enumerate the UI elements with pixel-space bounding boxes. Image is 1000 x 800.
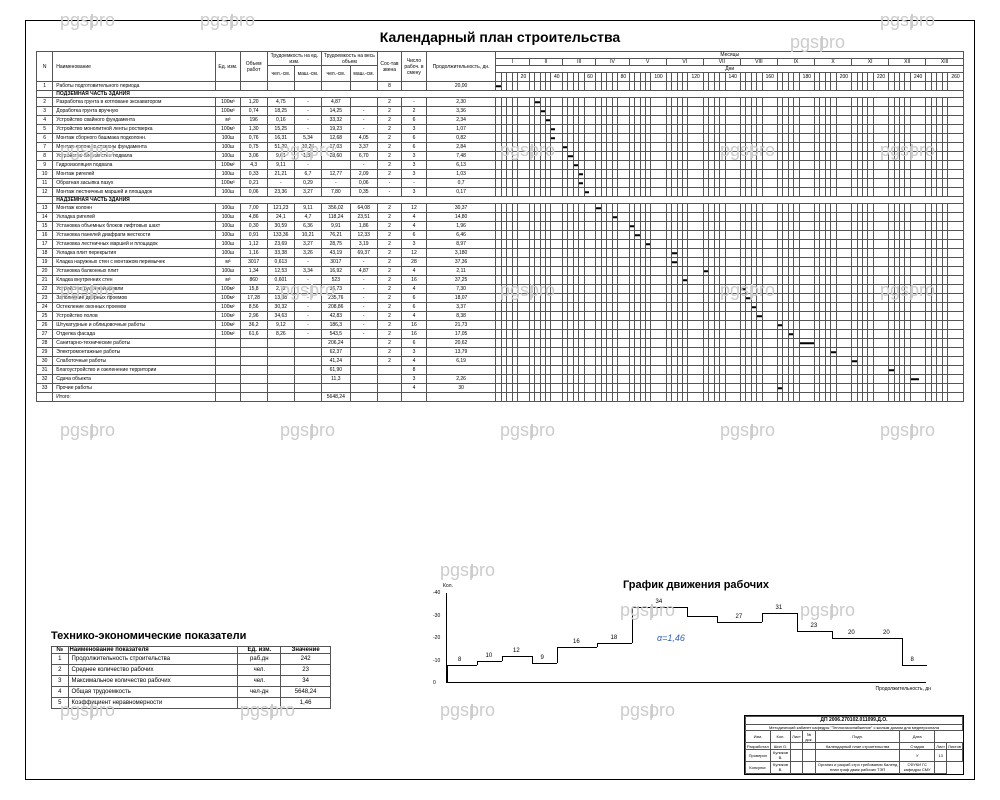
schedule-row: 3Доработка грунта вручную100м³0,7418,25-… [37, 107, 964, 116]
schedule-row: 24Остекление оконных проемов100м²8,5630,… [37, 303, 964, 312]
schedule-row: 5Устройство монолитной ленты ростверка10… [37, 125, 964, 134]
schedule-row: 16Установка панелей диафрагм жесткости10… [37, 231, 964, 240]
yaxis-label: Кол. [443, 583, 453, 589]
schedule-row: 22Устройство рулонной кровли100м²15,82,7… [37, 285, 964, 294]
schedule-table: NНаименованиеЕд. изм.Объем работТрудоемк… [36, 51, 964, 402]
alpha-label: α=1,46 [657, 633, 685, 643]
schedule-row: 30Слаботочные работы41,24246,19 [37, 357, 964, 366]
schedule-row: 17Установка лестничных маршей и площадок… [37, 240, 964, 249]
schedule-row: 26Штукатурные и облицовочные работы100м²… [37, 321, 964, 330]
indicators-table: №Наименование показателяЕд. изм.Значение… [51, 646, 331, 709]
schedule-row: 12Монтаж лестничных маршей и площадок100… [37, 188, 964, 197]
schedule-row: 29Электромонтажные работы62,372313,79 [37, 348, 964, 357]
schedule-row: 13Монтаж колонн100ш7,00121,239,11356,026… [37, 204, 964, 213]
schedule-row: 27Отделка фасада100м²61,68,26-543,5-2161… [37, 330, 964, 339]
schedule-row: 23Заполнение дверных проемов100м²17,2813… [37, 294, 964, 303]
chart-area: α=1,46 Продолжительность, дн Кол. -40-30… [446, 593, 926, 683]
schedule-row: 6Монтаж сборного башмака подколонн.100ш0… [37, 134, 964, 143]
schedule-row: 2Разработка грунта в котловане экскавато… [37, 98, 964, 107]
schedule-row: 10Монтаж ригелей100ш0,3321,216,712,772,0… [37, 170, 964, 179]
schedule-row: 1Работы подготовительного периода820,00 [37, 82, 964, 91]
schedule-row: 20Установка балконных плит100ш1,3412,533… [37, 267, 964, 276]
schedule-row: 15Установка объемных блоков лифтовых шах… [37, 222, 964, 231]
workers-chart: График движения рабочих α=1,46 Продолжит… [446, 579, 946, 699]
schedule-row: 21Кладка внутренних стенм³8600,601-523-2… [37, 276, 964, 285]
xaxis-label: Продолжительность, дн [876, 686, 931, 692]
schedule-row: 14Укладка ригелей100ш4,8624,14,7118,2423… [37, 213, 964, 222]
titleblock: ДП 2006.270102.011099.Д.О.Методический к… [744, 715, 964, 775]
schedule-row: 32Сдача объекта11,332,26 [37, 375, 964, 384]
schedule-row: 18Укладка плит перекрытия100ш1,1633,383,… [37, 249, 964, 258]
indicators-title: Технико-экономические показатели [51, 630, 351, 642]
schedule-row: 11Обратная засыпка пазух100м³0,21-0,29-0… [37, 179, 964, 188]
schedule-row: 4Устройство свайного фундаментам³1960,16… [37, 116, 964, 125]
schedule-row: 9Гидроизоляция подвала100м²4,39,11--236,… [37, 161, 964, 170]
schedule-row: 33Прочие работы430 [37, 384, 964, 393]
schedule-row: 31Благоустройство и озеленение территори… [37, 366, 964, 375]
workers-chart-title: График движения рабочих [446, 579, 946, 591]
schedule-row: 8Устройство блоков стен подвала100ш3,069… [37, 152, 964, 161]
main-title: Календарный план строительства [36, 29, 964, 45]
schedule-row: 25Устройство полов100м²2,9634,63-42,83-2… [37, 312, 964, 321]
schedule-table-container: NНаименованиеЕд. изм.Объем работТрудоемк… [36, 51, 964, 402]
drawing-frame: Календарный план строительства NНаименов… [25, 20, 975, 780]
schedule-row: Итого:5648,24 [37, 393, 964, 402]
schedule-row: 28Санитарно-технические работы206,242620… [37, 339, 964, 348]
schedule-row: 19Кладка наружных стен с монтажом перемы… [37, 258, 964, 267]
indicators-block: Технико-экономические показатели №Наимен… [51, 630, 351, 709]
schedule-row: 7Монтаж колонн в стаканы фундамента100ш0… [37, 143, 964, 152]
